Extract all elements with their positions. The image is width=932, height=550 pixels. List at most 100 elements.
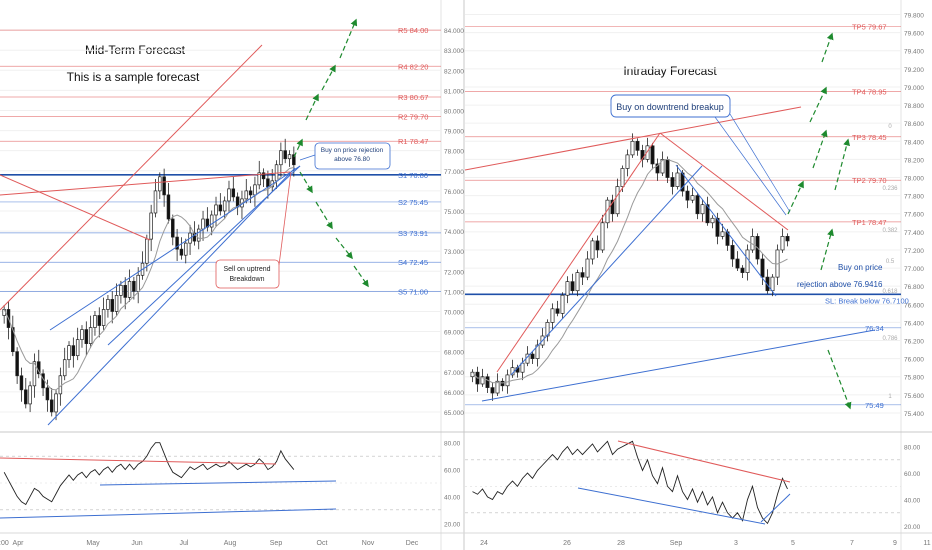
level-label: S4 72.45 [398,258,428,267]
rsi-tick-label: 40.00 [444,494,461,501]
price-tick-label: 79.600 [904,31,924,38]
support-trendline [107,165,301,346]
forecast-arrow-down [353,265,369,288]
price-tick-label: 76.000 [444,189,464,196]
time-tick-label: Nov [362,540,375,547]
forecast-arrow-up [821,32,834,63]
candle [560,294,565,314]
candle [54,393,58,413]
time-tick-label: Jun [131,540,142,547]
candle [635,140,640,151]
candle [80,329,84,340]
time-tick-label: 26 [563,540,571,547]
candle [84,329,89,344]
candle [590,240,595,260]
candle [201,218,205,230]
price-tick-label: 75.400 [904,411,924,418]
buy-callout-text: Buy on price rejection [321,147,384,154]
candle [530,353,535,359]
buy-callout-text: above 76.80 [334,156,370,163]
level-label: 76.34 [865,324,884,333]
candle [67,345,71,361]
left-panel: 84.000 83.000 82.000 81.000 80.000 79.000 78.0… [0,26,464,547]
price-tick-label: 77.600 [904,212,924,219]
time-tick-label: Apr [13,540,25,547]
time-tick-label: Sep [670,540,683,547]
moving-average-line [3,167,294,391]
candle [570,281,575,292]
price-tick-label: 71.000 [444,289,464,296]
fibonacci-label: 0.786 [882,336,898,342]
callout-pointer [729,113,791,213]
forecast-arrow-down [299,171,313,194]
price-tick-label: 79.200 [904,67,924,74]
candle [119,284,123,296]
candle [75,339,80,357]
candle [595,240,600,251]
resistance-trendline [0,174,151,241]
price-tick-label: 78.000 [904,176,924,183]
level-label: S1 76.80 [398,171,428,180]
candle [685,190,690,201]
price-tick-label: 68.000 [444,350,464,357]
candle [261,172,266,180]
fibonacci-label: 0 [888,124,892,130]
candle [730,245,735,260]
candle [545,322,550,337]
candle [101,309,106,326]
forecast-arrow-down [315,201,333,230]
candle [114,295,119,312]
candle [665,159,670,178]
candle [735,258,740,269]
candle [58,375,63,395]
level-label: SL: Break below 76.7100 [825,296,909,305]
candle [214,204,218,216]
candle [24,389,28,405]
price-tick-label: 84.000 [444,28,464,35]
candle [625,154,630,169]
candle [585,258,590,278]
level-label: S3 73.91 [398,229,428,238]
candle [555,308,560,314]
candle [550,308,555,323]
price-tick-label: 75.600 [904,393,924,400]
price-tick-label: 81.000 [444,88,464,95]
callout-pointer [714,116,787,216]
forecast-arrow-up [820,228,834,271]
level-label: R1 78.47 [398,137,428,146]
candle [760,258,765,278]
price-tick-label: 79.000 [904,85,924,92]
candle [655,163,660,174]
candle [266,178,270,188]
candle [485,376,490,388]
candle [770,276,775,292]
price-tick-label: 78.000 [444,149,464,156]
candle [490,387,495,394]
candle [123,284,127,298]
time-tick-label: 12:00 [0,540,9,547]
price-tick-label: 82.000 [444,68,464,75]
price-tick-label: 76.400 [904,320,924,327]
fibonacci-label: 0.236 [882,186,898,192]
level-label: TP3 78.45 [852,133,887,142]
candle [28,385,32,405]
candle [45,387,50,401]
buy-callout-box [314,142,391,170]
rsi-line [3,442,295,506]
rsi-tick-label: 80.00 [444,441,461,448]
price-tick-label: 78.200 [904,157,924,164]
candle [196,228,201,242]
candle [62,359,67,377]
rsi-trendline [0,508,337,519]
support-trendline [510,165,703,376]
level-label: S2 75.45 [398,198,428,207]
fibonacci-label: 0.618 [882,289,898,295]
rsi-trendline [577,487,766,525]
candle [279,150,283,166]
time-tick-label: 24 [480,540,488,547]
price-tick-label: 76.000 [904,357,924,364]
candle [106,299,110,310]
candle [505,374,510,387]
candle [287,154,292,160]
